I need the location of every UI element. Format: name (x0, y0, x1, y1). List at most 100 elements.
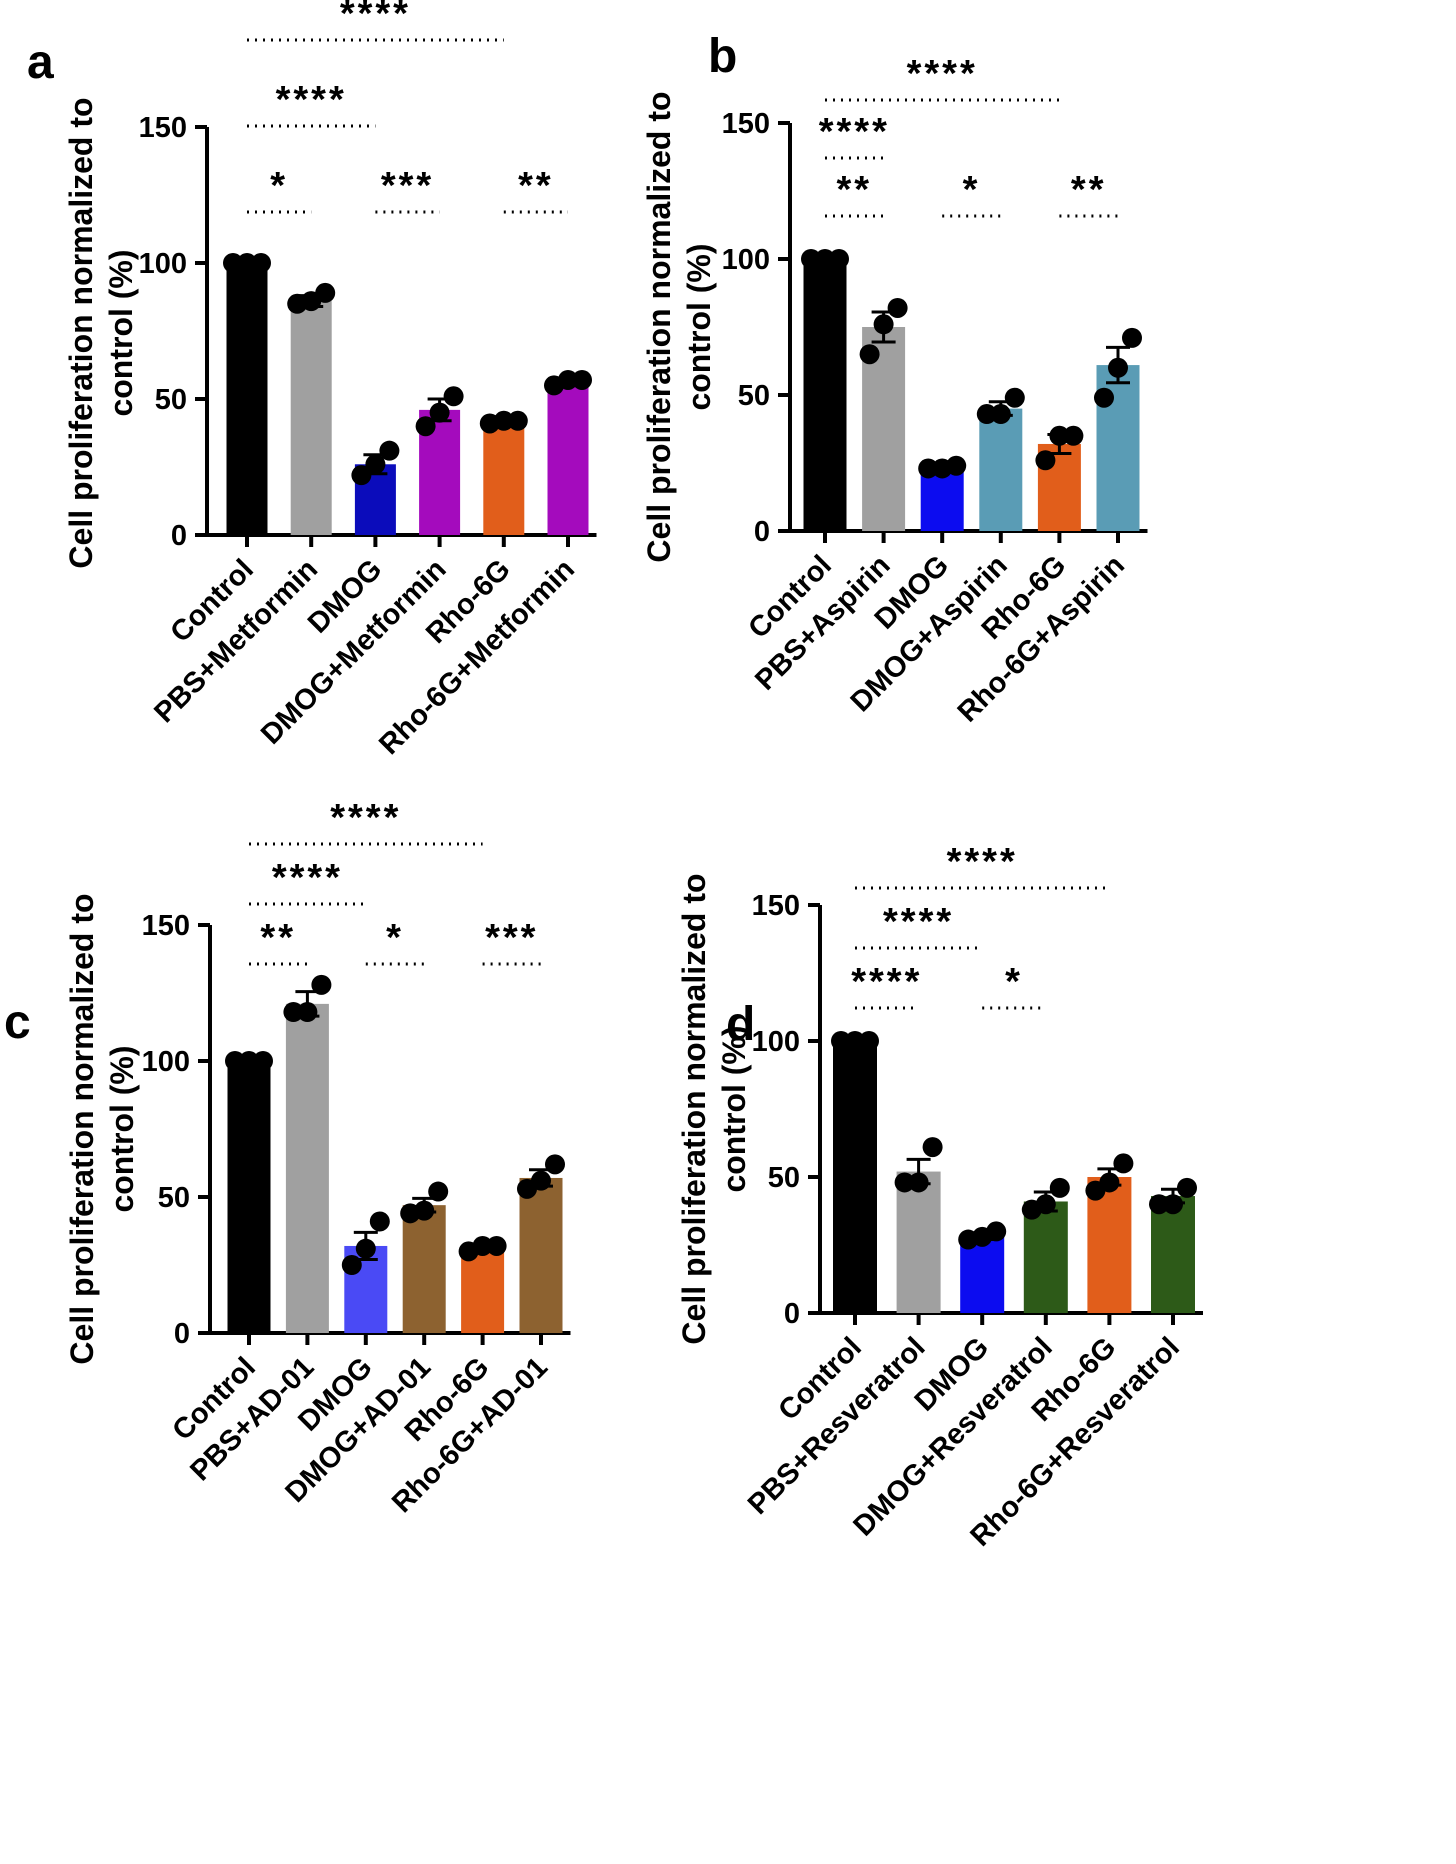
y-axis-title-line1: Cell proliferation normalized to (676, 873, 712, 1344)
data-point (223, 253, 243, 273)
data-point (831, 1031, 851, 1051)
data-point (859, 344, 880, 365)
significance-label: **** (276, 79, 347, 121)
bar-c-1 (285, 1003, 329, 1333)
bar-d-5 (1151, 1196, 1195, 1313)
data-point (237, 253, 257, 273)
data-point (1099, 1172, 1120, 1193)
data-point (1063, 425, 1084, 446)
data-point (918, 458, 939, 479)
bar-c-4 (461, 1248, 505, 1333)
data-point (887, 297, 908, 318)
data-point (414, 1200, 435, 1221)
significance-label: ** (518, 165, 554, 207)
data-point (297, 1002, 318, 1023)
data-point (472, 1235, 493, 1256)
data-point (311, 974, 332, 995)
bar-a-0 (226, 263, 268, 535)
y-axis-title-line2: control (%) (104, 1045, 140, 1212)
y-axis-title-line2: control (%) (103, 249, 139, 416)
bar-c-5 (519, 1177, 563, 1333)
data-point (572, 369, 592, 390)
y-tick-label: 50 (768, 1162, 800, 1194)
significance-label: **** (819, 111, 890, 153)
y-axis-title-line2: control (%) (716, 1025, 752, 1192)
data-point (1177, 1177, 1197, 1198)
data-point (315, 282, 336, 303)
bar-a-5 (547, 382, 589, 535)
data-point (1035, 1194, 1056, 1215)
data-point (531, 1170, 551, 1191)
significance-label: *** (485, 917, 538, 959)
data-point (355, 1238, 376, 1259)
bar-b-2 (920, 468, 964, 531)
y-tick-label: 50 (155, 384, 187, 416)
panel-a: a 0 50 100 150 Cell proliferation normalized… (27, 0, 597, 761)
data-point (946, 455, 967, 476)
y-tick-label: 0 (754, 516, 770, 548)
data-point (365, 454, 386, 475)
data-point (558, 369, 578, 390)
y-tick-label: 0 (174, 1318, 190, 1350)
data-point (1108, 357, 1128, 378)
y-axis-title-line1: Cell proliferation normalized to (64, 893, 100, 1364)
y-tick-label: 100 (722, 244, 770, 276)
data-point (873, 314, 894, 335)
bar-b-3 (979, 408, 1023, 531)
y-tick-label: 50 (158, 1182, 190, 1214)
bar-d-1 (896, 1171, 941, 1313)
panel-c: c 0 50 100 150 Cell proliferation normalized… (4, 797, 571, 1519)
panel-d: d 0 50 100 150 Cell proliferation normalized… (676, 841, 1203, 1553)
data-point (990, 404, 1011, 425)
significance-label: *** (381, 165, 434, 207)
data-point (859, 1031, 879, 1051)
data-point (1122, 327, 1142, 348)
data-point (507, 410, 528, 431)
data-point (429, 402, 450, 423)
data-point (1163, 1194, 1183, 1215)
significance-label: * (963, 169, 981, 211)
significance-label: ** (260, 917, 296, 959)
data-point (486, 1235, 507, 1256)
y-tick-label: 100 (139, 248, 187, 280)
data-point (415, 416, 436, 437)
bar-c-0 (227, 1061, 271, 1333)
panel-letter-c: c (4, 996, 31, 1049)
data-point (908, 1172, 929, 1193)
data-point (443, 386, 464, 407)
bar-b-0 (803, 259, 847, 531)
data-point (1113, 1153, 1134, 1174)
data-point (1149, 1194, 1169, 1215)
data-point (976, 404, 997, 425)
panel-b: b 0 50 100 150 Cell proliferation normalized… (641, 30, 1148, 729)
bar-d-3 (1023, 1201, 1068, 1313)
y-tick-label: 150 (752, 890, 800, 922)
significance-label: **** (907, 53, 978, 95)
data-point (894, 1172, 915, 1193)
data-point (1094, 387, 1114, 408)
y-axis-title-line2: control (%) (681, 243, 717, 410)
y-tick-label: 0 (784, 1298, 800, 1330)
y-tick-label: 150 (722, 108, 770, 140)
significance-label: ** (1071, 169, 1107, 211)
data-point (815, 249, 835, 269)
significance-label: **** (330, 797, 401, 839)
data-point (1049, 425, 1070, 446)
y-tick-label: 100 (752, 1026, 800, 1058)
y-tick-label: 0 (171, 520, 187, 552)
data-point (1004, 387, 1025, 408)
y-axis-title-line1: Cell proliferation normalized to (641, 91, 677, 562)
y-tick-label: 50 (738, 380, 770, 412)
significance-label: * (1005, 961, 1023, 1003)
data-point (545, 1154, 565, 1175)
significance-label: **** (947, 841, 1018, 883)
data-point (253, 1051, 273, 1071)
data-point (251, 253, 271, 273)
data-point (801, 249, 821, 269)
bar-a-1 (290, 301, 332, 535)
panel-letter-b: b (708, 30, 737, 83)
y-tick-label: 150 (142, 910, 190, 942)
data-point (225, 1051, 245, 1071)
data-point (1035, 450, 1056, 471)
